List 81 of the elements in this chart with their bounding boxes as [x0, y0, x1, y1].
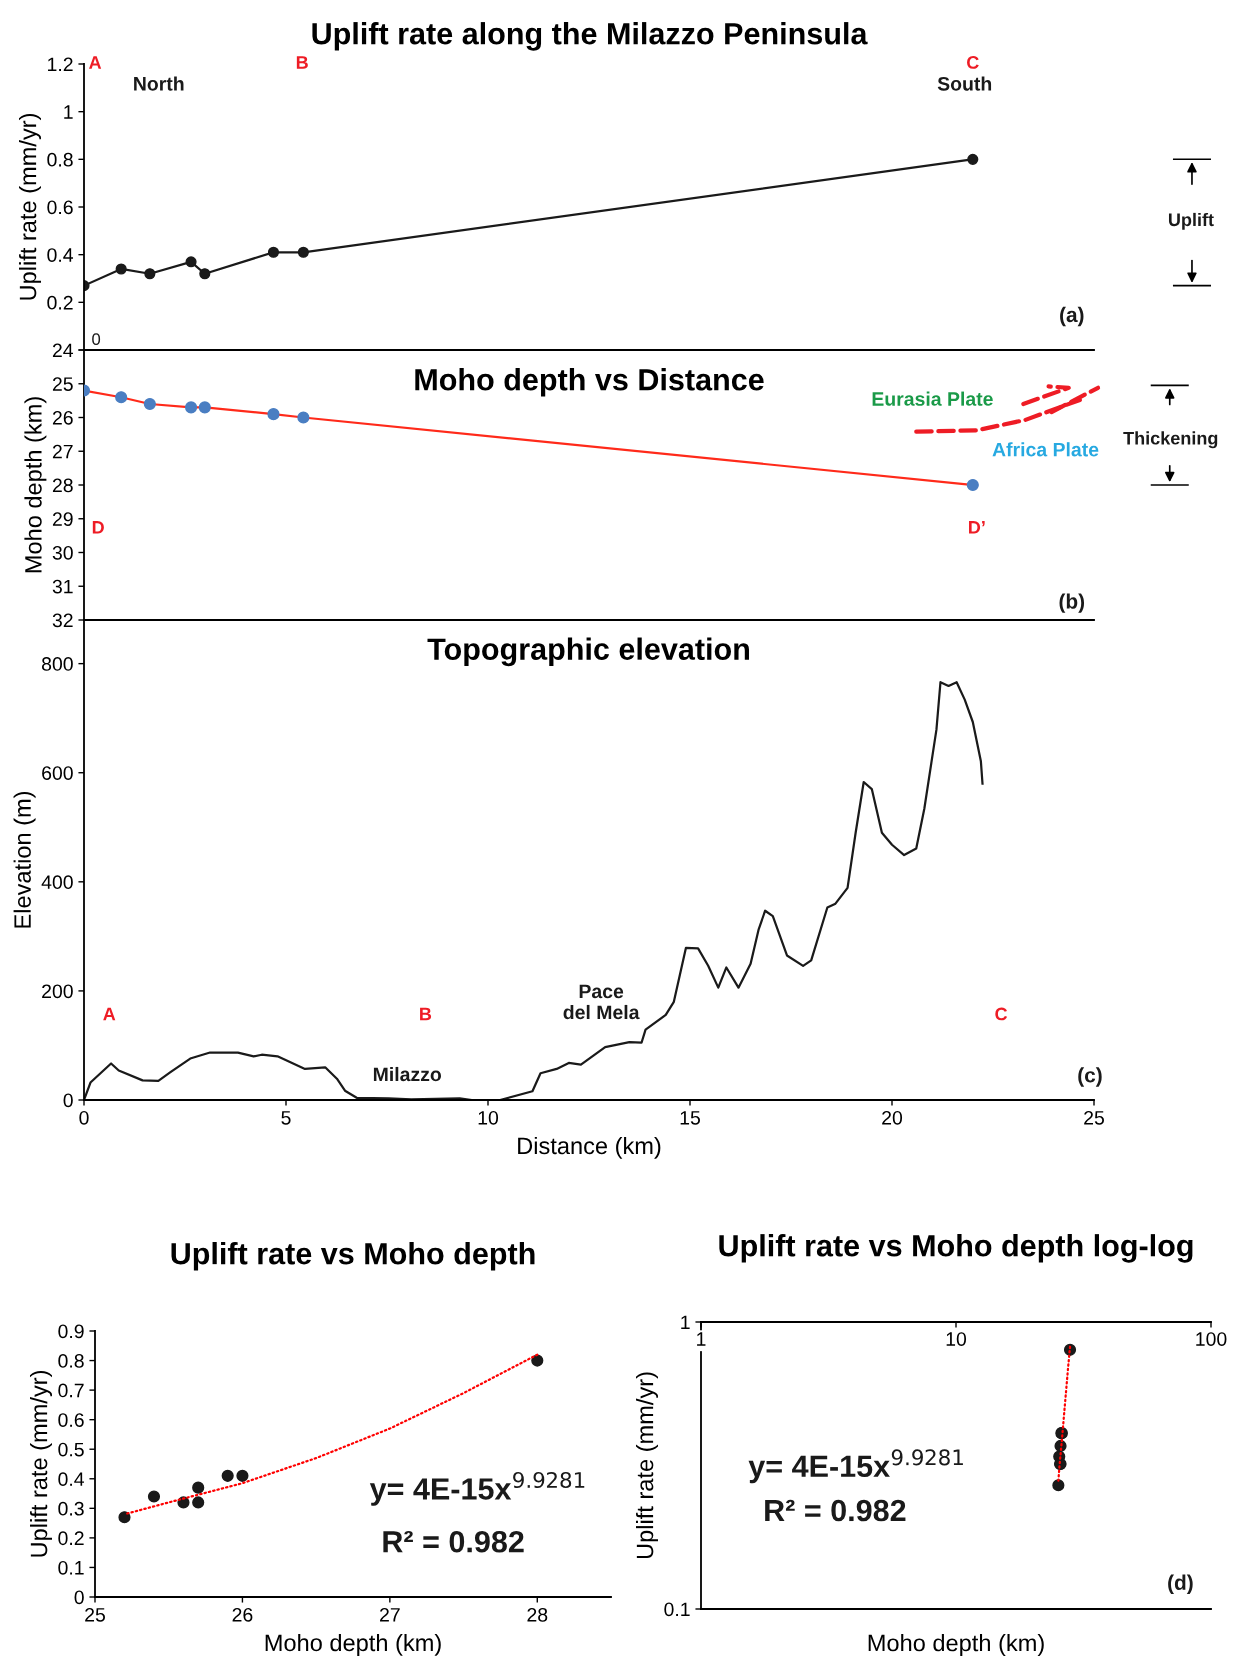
- x-axis-title: Moho depth (km): [868, 1634, 1044, 1657]
- y-tick-label: 0.7: [58, 1383, 84, 1398]
- x-tick-label: 5: [281, 1111, 291, 1125]
- y-tick-label: 1.2: [48, 57, 73, 72]
- x-axis-title: Distance (km): [518, 1136, 661, 1159]
- annotation: B: [420, 1007, 432, 1021]
- text: Thickening: [1123, 431, 1218, 449]
- y-tick-label: 29: [52, 512, 73, 526]
- annotation: D: [92, 521, 104, 534]
- y-tick-label: 0.2: [58, 1531, 84, 1546]
- annotation: C: [995, 1007, 1008, 1021]
- annotation: y= 4E-15x$^{9.9281}$: [369, 1471, 585, 1506]
- x-tick-label: 10: [478, 1110, 499, 1125]
- x-tick-label: 1: [697, 1332, 706, 1346]
- x-axis-title: Moho depth (km): [265, 1633, 441, 1656]
- y-tick-label: 0.4: [58, 1472, 85, 1487]
- y-tick-label: 27: [52, 444, 73, 459]
- x-tick-label: 10: [946, 1332, 967, 1346]
- annotation: R² = 0.982: [765, 1499, 906, 1522]
- y-tick-label: 400: [41, 875, 73, 890]
- y-axis-title: Uplift rate (mm/yr): [29, 1371, 52, 1557]
- y-axis-title: Moho depth (km): [24, 397, 47, 573]
- y-axis-title: Uplift rate (mm/yr): [18, 114, 41, 300]
- text: Topographic elevation: [427, 637, 749, 667]
- annotation: (d): [1168, 1574, 1193, 1595]
- y-tick-label: 0: [63, 1093, 73, 1108]
- chart-title: Uplift rate vs Moho depth log-log: [719, 1234, 1193, 1263]
- annotation: A: [103, 1007, 116, 1021]
- chart-title: Uplift rate vs Moho depth: [171, 1242, 535, 1271]
- y-tick-label: 600: [42, 766, 73, 780]
- x-tick-label: 25: [85, 1607, 105, 1622]
- annotation: D’: [969, 521, 985, 534]
- y-tick-label: 0: [74, 1590, 84, 1605]
- y-tick-label: 24: [52, 343, 74, 358]
- x-tick-label: 27: [380, 1607, 400, 1622]
- annotation: Milazzo: [373, 1066, 442, 1082]
- annotation: South: [937, 76, 992, 91]
- annotation: C: [967, 56, 979, 69]
- y-tick-label: 31: [52, 579, 73, 594]
- annotation: 0: [92, 333, 101, 346]
- annotation: (b): [1059, 593, 1085, 613]
- y-tick-label: 28: [52, 478, 73, 493]
- x-tick-label: 28: [527, 1607, 548, 1622]
- y-tick-label: 0.8: [58, 1354, 84, 1368]
- y-tick-label: 30: [52, 545, 73, 560]
- y-tick-label: 26: [52, 410, 73, 425]
- x-tick-label: 25: [1084, 1110, 1104, 1125]
- annotation: B: [296, 56, 308, 69]
- x-tick-label: 100: [1196, 1332, 1227, 1346]
- annotation: North: [134, 76, 184, 91]
- y-tick-label: 0.9: [58, 1324, 84, 1339]
- y-tick-label: 0.2: [47, 295, 73, 310]
- x-tick-label: 20: [882, 1110, 903, 1125]
- y-tick-label: 0.1: [664, 1602, 690, 1617]
- chart-title: Uplift rate along the Milazzo Peninsula: [312, 22, 868, 51]
- text: Uplift: [1168, 212, 1214, 230]
- y-tick-label: 0.5: [58, 1442, 84, 1457]
- annotation: A: [89, 56, 102, 69]
- y-tick-label: 0.8: [47, 152, 73, 167]
- y-tick-label: 0.4: [47, 248, 74, 262]
- annotation: y= 4E-15x$^{9.9281}$: [748, 1449, 963, 1484]
- annotation: Eurasia Plate: [872, 391, 993, 406]
- annotation: (a): [1060, 306, 1084, 327]
- y-tick-label: 0.6: [58, 1413, 84, 1427]
- annotation: Africa Plate: [992, 442, 1099, 457]
- annotation: R² = 0.982: [383, 1530, 524, 1553]
- y-axis-title: Uplift rate (mm/yr): [635, 1372, 658, 1559]
- y-tick-label: 800: [41, 657, 73, 671]
- y-tick-label: 200: [42, 984, 73, 999]
- x-tick-label: 15: [680, 1111, 700, 1125]
- annotation: (c): [1078, 1067, 1102, 1087]
- annotation: Pace del Mela: [563, 984, 640, 1020]
- y-tick-label: 0.1: [58, 1560, 84, 1575]
- y-tick-label: 1: [64, 105, 73, 119]
- y-tick-label: 25: [52, 377, 73, 391]
- y-tick-label: 0.6: [47, 200, 73, 215]
- text: Moho depth vs Distance: [415, 368, 764, 397]
- x-tick-label: 26: [232, 1607, 253, 1622]
- y-tick-label: 32: [52, 613, 73, 628]
- y-tick-label: 0.3: [58, 1501, 84, 1516]
- y-axis-title: Elevation (m): [13, 791, 36, 928]
